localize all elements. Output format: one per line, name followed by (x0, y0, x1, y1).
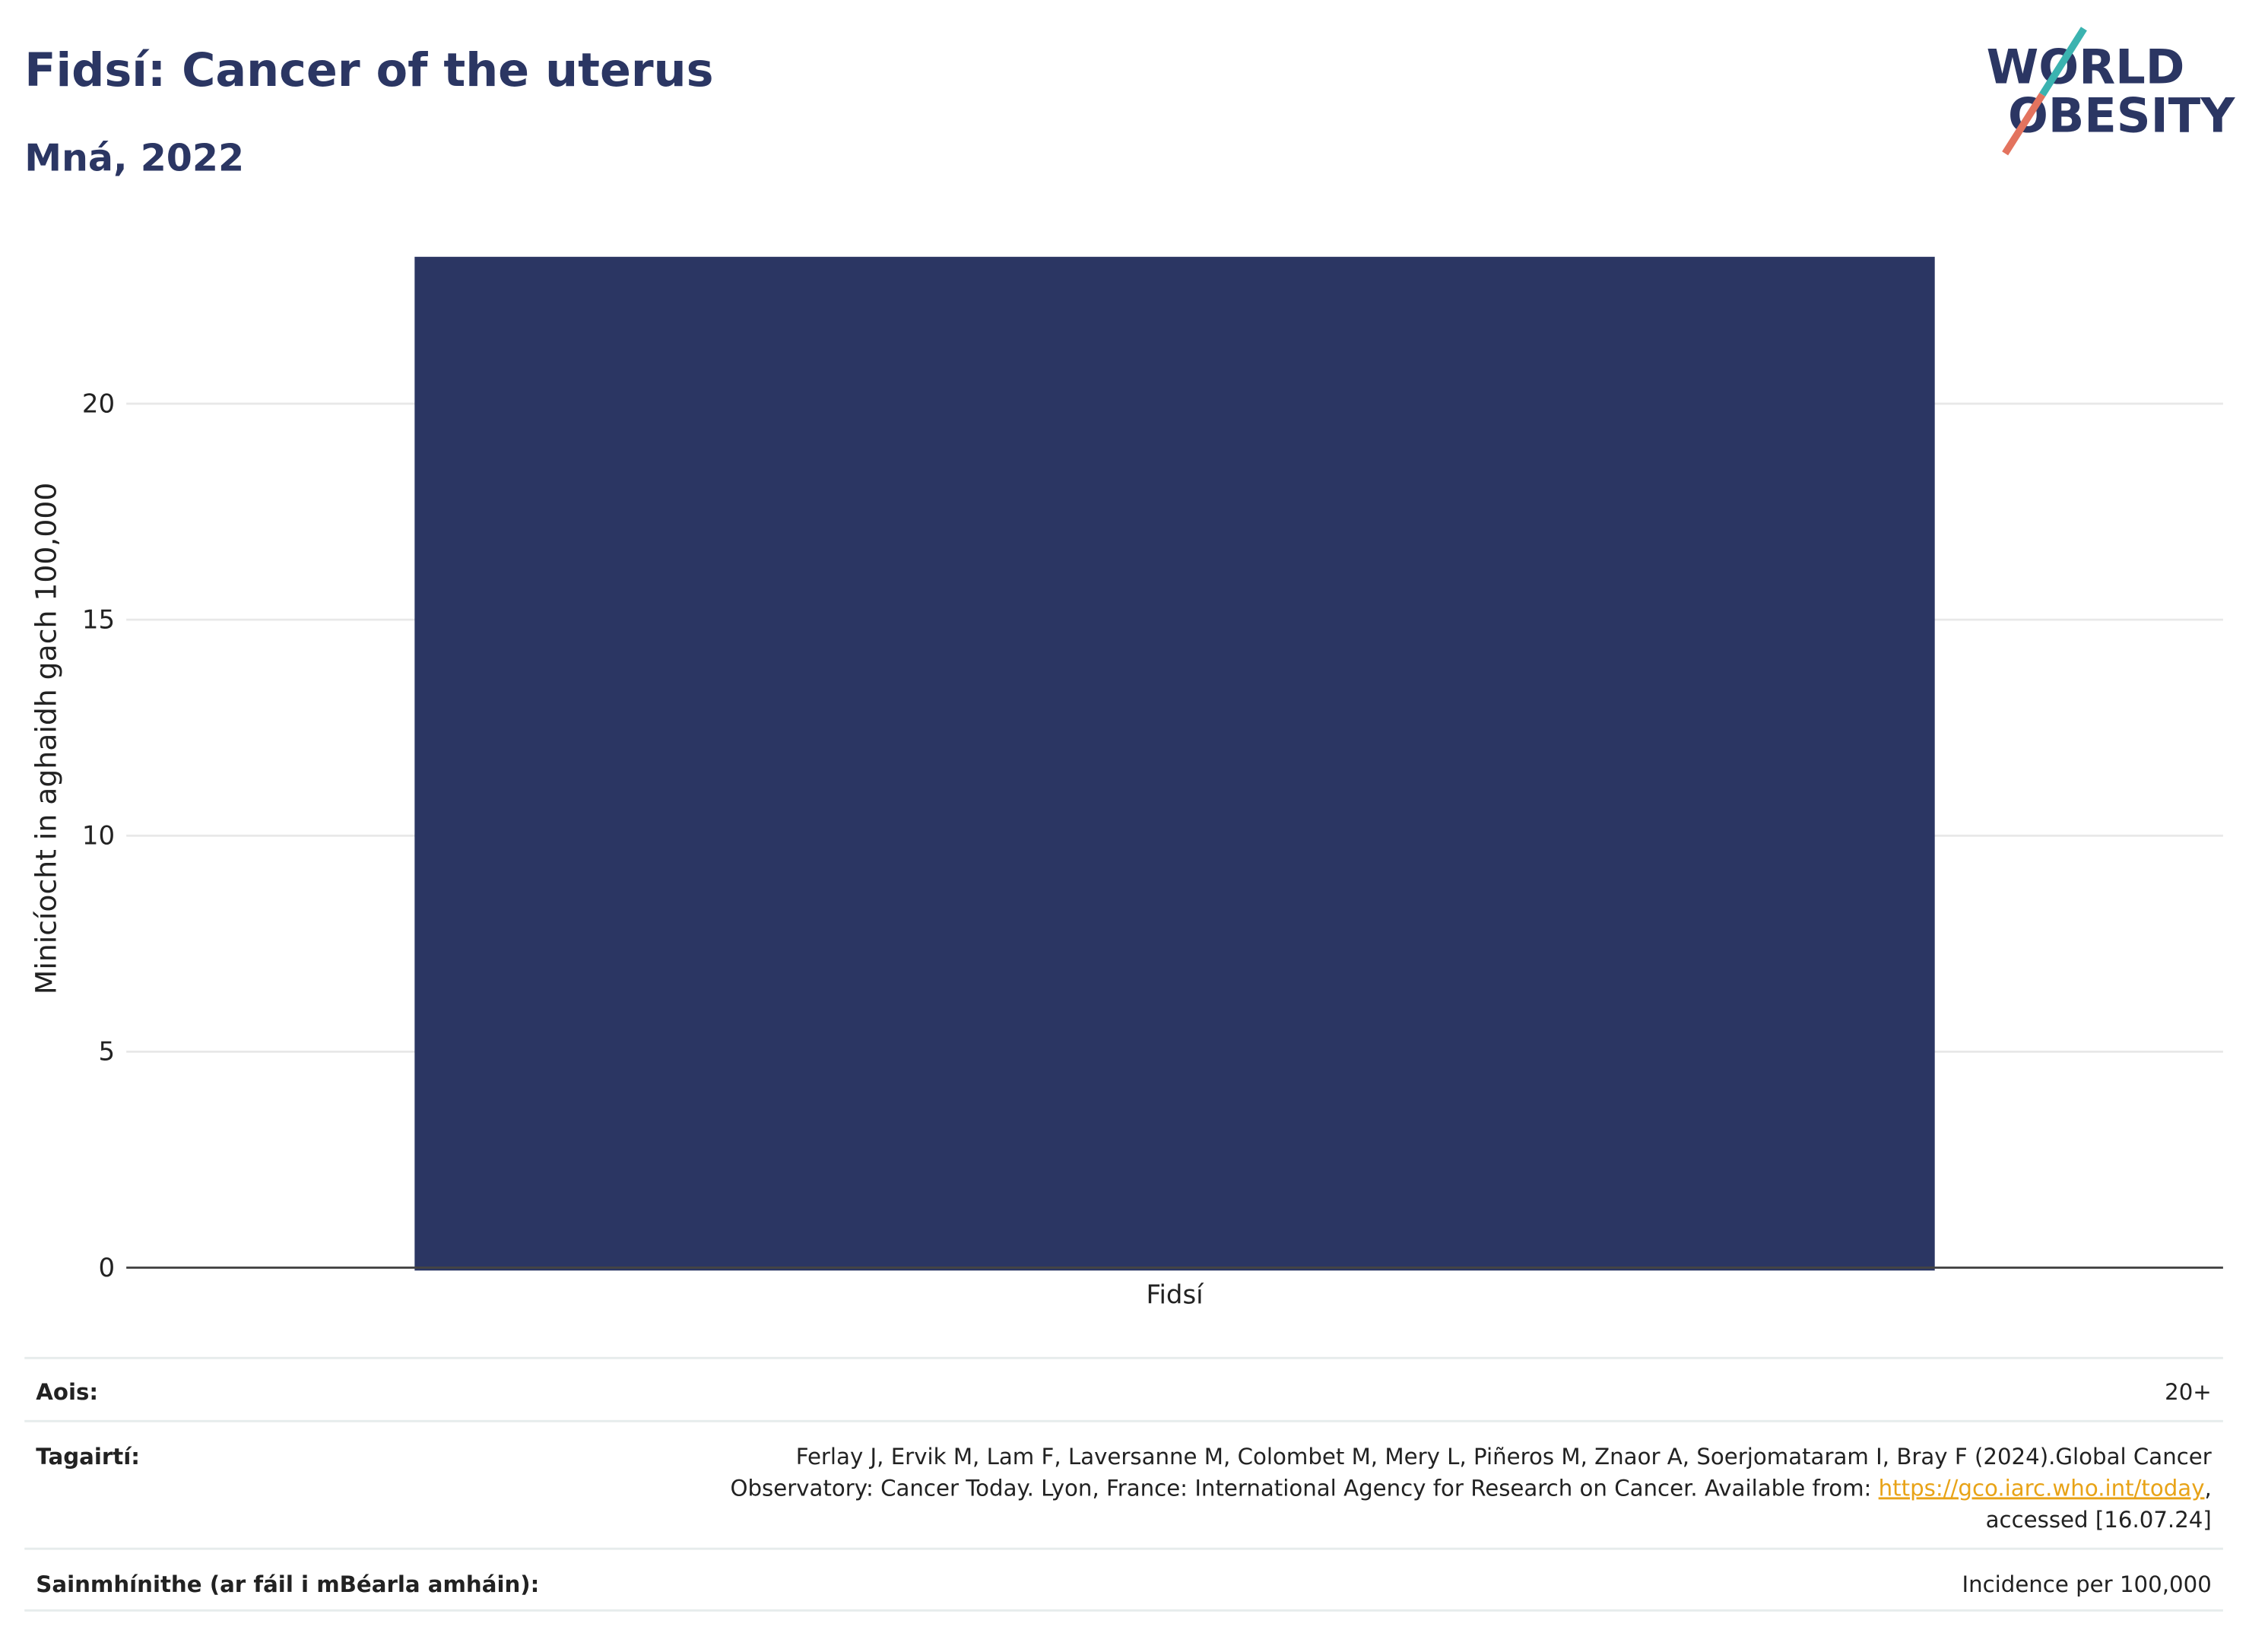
row-value: Observatory: Cancer Today. Lyon, France:… (731, 1475, 2212, 1501)
y-tick-label: 15 (82, 604, 115, 635)
x-tick-label: Fidsí (1146, 1280, 1204, 1311)
subtitle: Mná, 2022 (24, 135, 244, 179)
text-part: Observatory: Cancer Today. Lyon, France:… (731, 1475, 1879, 1501)
row-value: Incidence per 100,000 (1962, 1571, 2211, 1597)
logo-slash (2039, 27, 2087, 97)
text-part: , (2205, 1475, 2212, 1501)
row-value: Ferlay J, Ervik M, Lam F, Laversanne M, … (796, 1444, 2213, 1470)
y-tick-label: 10 (82, 821, 115, 851)
row-value: accessed [16.07.24] (1986, 1507, 2212, 1533)
plot: 0 5 10 15 20 Fidsí (82, 256, 2223, 1311)
logo-word: WORLD (1987, 39, 2185, 94)
logo: WORLD OBESITY (1987, 27, 2235, 156)
row-label: Aois: (36, 1379, 98, 1405)
row-label: Sainmhínithe (ar fáil i mBéarla amháin): (36, 1571, 539, 1597)
logo-word: OBESITY (2008, 88, 2235, 144)
link[interactable]: https://gco.iarc.who.int/today (1879, 1475, 2205, 1501)
logo-slash (2002, 92, 2046, 156)
y-tick-label: 5 (98, 1037, 115, 1067)
title: Fidsí: Cancer of the uterus (24, 44, 713, 97)
y-axis-title: Minicíocht in aghaidh gach 100,000 (30, 483, 63, 995)
row-value: 20+ (2165, 1379, 2212, 1405)
row-label: Tagairtí: (36, 1444, 140, 1470)
footer: Aois: 20+ Tagairtí: Ferlay J, Ervik M, Lam … (24, 1356, 2223, 1612)
y-tick-label: 20 (82, 388, 115, 419)
bar (414, 256, 1935, 1271)
y-tick-label: 0 (98, 1253, 115, 1283)
